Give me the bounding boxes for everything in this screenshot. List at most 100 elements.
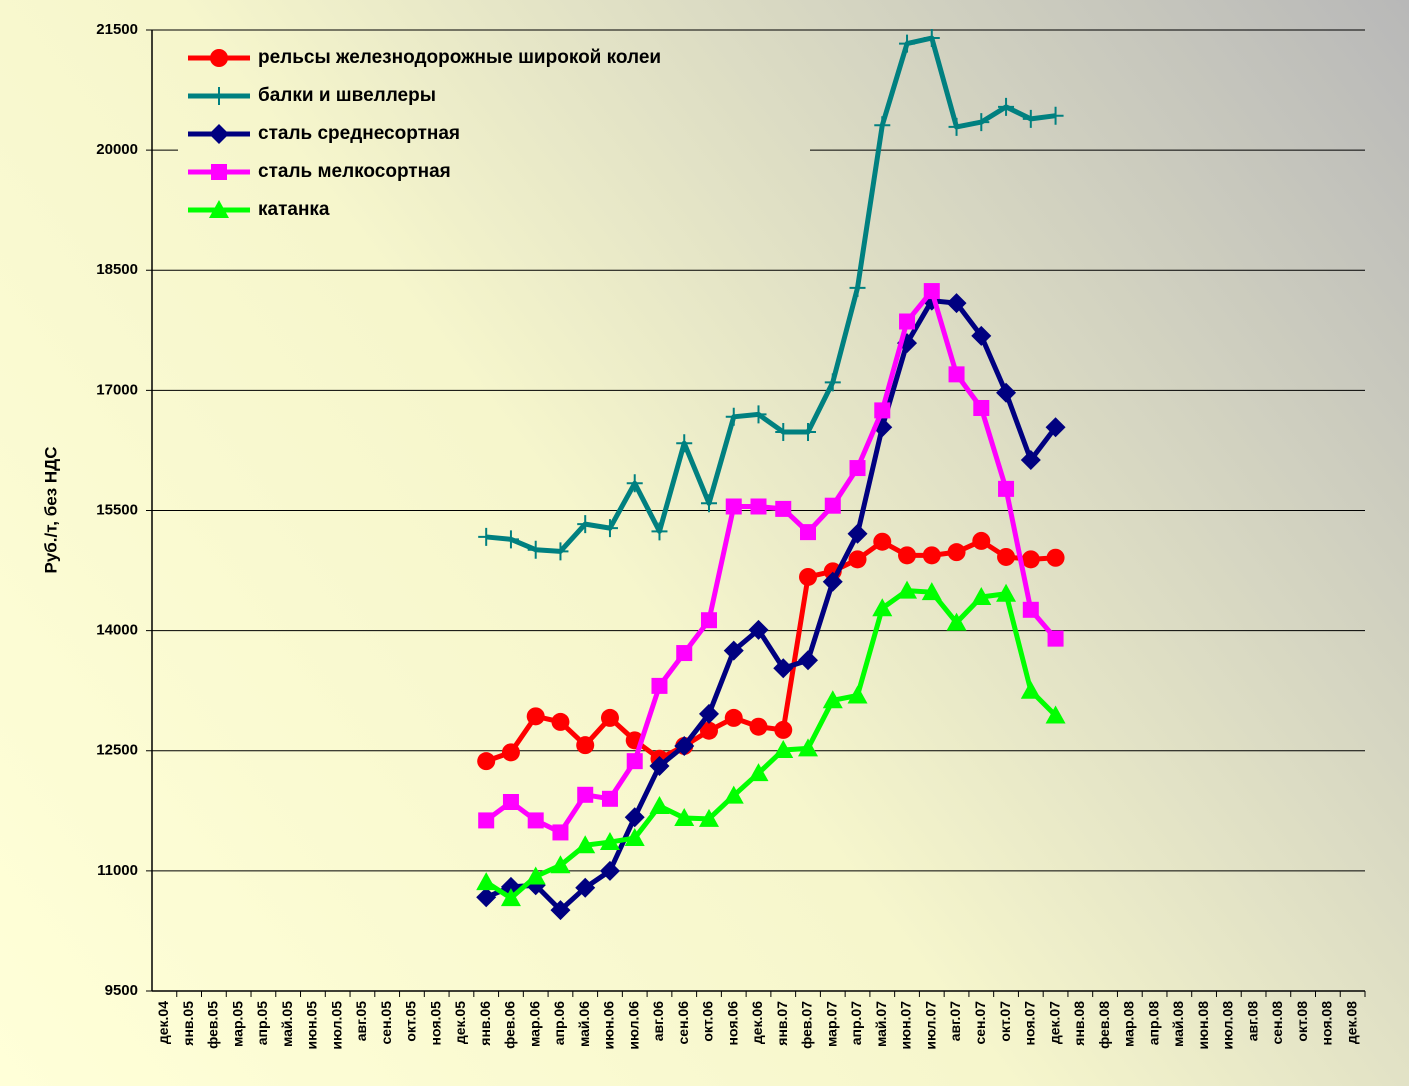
- legend-label: рельсы железнодорожные широкой колеи: [258, 47, 661, 68]
- marker: [848, 550, 867, 569]
- x-tick-label: дек.05: [452, 1001, 468, 1044]
- marker: [996, 583, 1017, 602]
- x-tick-label: июл.05: [328, 1001, 344, 1050]
- marker: [624, 807, 645, 828]
- x-tick-label: сен.08: [1269, 1001, 1285, 1045]
- marker: [674, 735, 695, 756]
- marker: [773, 739, 794, 758]
- legend-box: [178, 38, 810, 230]
- marker: [577, 786, 594, 803]
- marker: [527, 540, 544, 559]
- x-tick-label: авг.06: [650, 1001, 666, 1041]
- marker: [600, 708, 619, 727]
- x-tick-label: апр.07: [848, 1001, 864, 1045]
- series: [478, 29, 1064, 561]
- x-tick-label: янв.06: [477, 1001, 493, 1046]
- marker: [502, 530, 519, 549]
- x-tick-label: апр.06: [551, 1001, 567, 1045]
- series: [476, 290, 1066, 921]
- marker: [824, 497, 841, 514]
- x-tick-label: апр.08: [1145, 1001, 1161, 1045]
- x-tick-label: июл.07: [922, 1001, 938, 1050]
- x-tick-label: фев.06: [502, 1001, 518, 1049]
- y-tick-label: 15500: [96, 501, 138, 518]
- marker: [973, 113, 990, 132]
- x-tick-label: июл.06: [625, 1001, 641, 1050]
- marker: [476, 872, 497, 891]
- marker: [897, 580, 918, 599]
- marker: [676, 645, 693, 662]
- marker: [552, 824, 569, 841]
- marker: [651, 522, 668, 541]
- y-tick-label: 18500: [96, 261, 138, 278]
- marker: [478, 812, 495, 829]
- marker: [626, 474, 643, 493]
- x-tick-label: янв.05: [180, 1001, 196, 1046]
- marker: [626, 753, 643, 770]
- y-tick-label: 9500: [105, 982, 138, 999]
- marker: [649, 755, 670, 776]
- x-tick-label: янв.07: [774, 1001, 790, 1046]
- x-tick-label: сен.07: [972, 1001, 988, 1045]
- legend: рельсы железнодорожные широкой колеи балк…: [178, 38, 810, 230]
- x-tick-label: июн.05: [304, 1001, 320, 1050]
- marker: [774, 720, 793, 739]
- y-tick-label: 21500: [96, 21, 138, 38]
- marker: [946, 612, 967, 631]
- marker: [601, 519, 618, 538]
- x-tick-label: авг.08: [1244, 1001, 1260, 1041]
- x-tick-label: май.08: [1170, 1001, 1186, 1047]
- marker: [800, 524, 817, 541]
- marker: [899, 34, 916, 53]
- legend-label: сталь мелкосортная: [258, 161, 451, 182]
- marker: [526, 707, 545, 726]
- x-tick-label: окт.06: [700, 1001, 716, 1042]
- marker: [209, 124, 229, 144]
- marker: [948, 117, 965, 136]
- x-tick-label: дек.04: [155, 1001, 171, 1044]
- marker: [1020, 450, 1041, 471]
- marker: [1022, 109, 1039, 128]
- x-tick-label: май.07: [873, 1001, 889, 1047]
- marker: [577, 515, 594, 534]
- marker: [824, 373, 841, 392]
- marker: [676, 434, 693, 453]
- marker: [209, 200, 229, 218]
- marker: [698, 808, 719, 827]
- marker: [775, 500, 792, 517]
- marker: [724, 708, 743, 727]
- x-tick-label: июл.08: [1220, 1001, 1236, 1050]
- x-tick-label: май.05: [279, 1001, 295, 1047]
- marker: [527, 812, 544, 829]
- marker: [1022, 601, 1039, 618]
- marker: [798, 650, 819, 671]
- marker: [477, 752, 496, 771]
- marker: [874, 116, 891, 135]
- x-tick-label: фев.08: [1096, 1001, 1112, 1049]
- marker: [748, 763, 769, 782]
- marker: [750, 498, 767, 515]
- x-tick-label: апр.05: [254, 1001, 270, 1045]
- marker: [749, 717, 768, 736]
- legend-label: катанка: [258, 199, 330, 220]
- marker: [873, 532, 892, 551]
- x-tick-label: дек.07: [1046, 1001, 1062, 1044]
- x-tick-label: ноя.05: [427, 1001, 443, 1046]
- marker: [748, 619, 769, 640]
- marker: [948, 366, 965, 383]
- marker: [849, 278, 866, 297]
- marker: [211, 164, 227, 180]
- series: [476, 580, 1066, 907]
- marker: [551, 712, 570, 731]
- marker: [997, 547, 1016, 566]
- marker: [798, 738, 819, 757]
- y-tick-label: 14000: [96, 622, 138, 639]
- y-tick-label: 12500: [96, 742, 138, 759]
- y-tick-label: 20000: [96, 141, 138, 158]
- marker: [525, 866, 546, 885]
- marker: [800, 423, 817, 442]
- marker: [775, 423, 792, 442]
- marker: [874, 402, 891, 419]
- x-tick-label: июн.08: [1195, 1001, 1211, 1050]
- marker: [478, 527, 495, 546]
